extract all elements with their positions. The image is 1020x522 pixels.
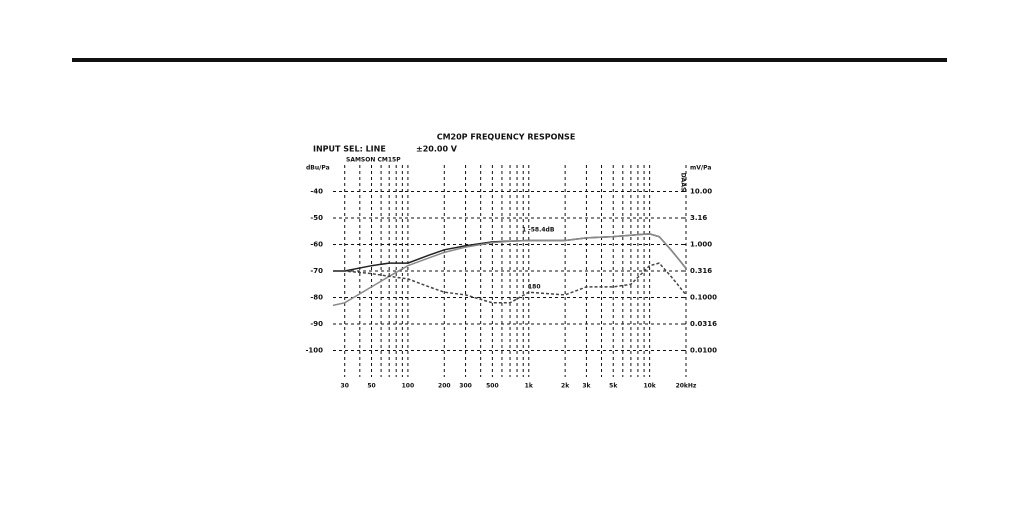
annotation: 180: [528, 284, 541, 291]
x-tick-label: 1k: [525, 383, 534, 390]
x-tick-label: 2k: [561, 383, 570, 390]
chart-title: CM20P FREQUENCY RESPONSE: [437, 133, 576, 142]
y-tick-label: -90: [310, 320, 323, 328]
x-tick-label: 20kHz: [676, 383, 697, 390]
y-tick-label: -80: [310, 294, 323, 302]
x-tick-label: 500: [486, 383, 499, 390]
y2-tick-label: 0.1000: [690, 293, 717, 301]
y2-tick-label: 0.316: [690, 267, 712, 275]
y2-tick-label: 0.0316: [690, 320, 717, 328]
x-tick-label: 300: [459, 383, 472, 390]
legend-label: SAMSON CM15P: [346, 157, 401, 164]
series-line: [333, 262, 687, 304]
y2-axis-label: mV/Pa: [690, 165, 711, 172]
annotation: 1 -58.4dB: [522, 227, 555, 234]
x-tick-label: 30: [341, 383, 349, 390]
x-tick-label: 50: [367, 383, 375, 390]
y-tick-label: -50: [310, 214, 323, 222]
series-line: [332, 233, 687, 307]
y-tick-label: -100: [305, 347, 323, 355]
x-tick-label: 3k: [582, 383, 591, 390]
y2-tick-label: 1.000: [690, 240, 712, 248]
y-tick-label: -60: [310, 241, 323, 249]
x-tick-label: 100: [402, 383, 415, 390]
side-label: DAAS: [680, 173, 687, 192]
range-label: ±20.00 V: [416, 145, 458, 154]
y2-tick-label: 0.0100: [690, 346, 717, 354]
x-tick-label: 5k: [609, 383, 618, 390]
y-axis-label: dBu/Pa: [306, 165, 330, 172]
y2-tick-label: 3.16: [690, 214, 707, 222]
header-rule: [72, 58, 947, 62]
y-tick-label: -70: [310, 267, 323, 275]
x-tick-label: 200: [438, 383, 451, 390]
y-tick-label: -40: [310, 188, 323, 196]
x-tick-label: 10k: [643, 383, 656, 390]
subtitle: INPUT SEL: LINE: [313, 145, 386, 154]
y2-tick-label: 10.00: [690, 187, 712, 195]
series-line: [333, 233, 687, 272]
